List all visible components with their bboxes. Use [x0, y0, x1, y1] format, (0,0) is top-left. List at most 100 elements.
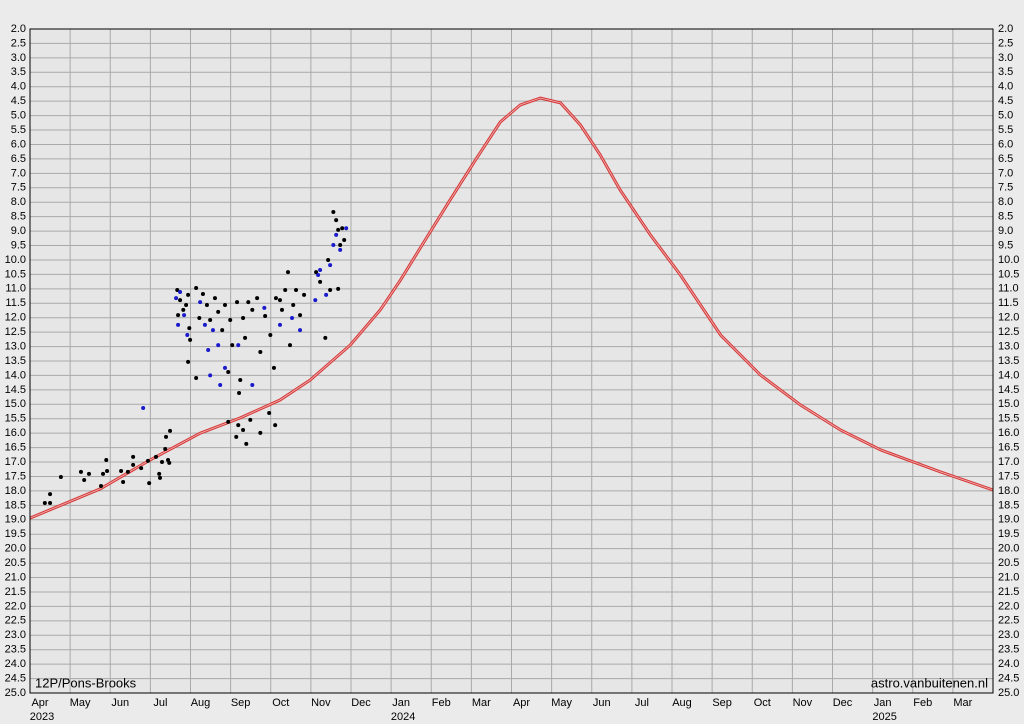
observation: [294, 287, 299, 292]
y-tick-label: 19.0: [5, 514, 26, 526]
y-tick-label-right: 6.5: [998, 153, 1013, 165]
y-tick-label: 14.0: [5, 369, 26, 381]
y-tick-label-right: 2.0: [998, 23, 1013, 35]
observation: [204, 302, 209, 307]
observation: [316, 272, 321, 277]
y-tick-label-right: 24.5: [998, 672, 1019, 684]
observation: [298, 328, 303, 333]
y-tick-label: 25.0: [5, 687, 26, 699]
y-tick-label-right: 11.0: [998, 283, 1019, 295]
x-tick-label: Mar: [472, 697, 491, 709]
y-tick-label: 15.5: [5, 413, 26, 425]
y-tick-label-right: 2.5: [998, 37, 1013, 49]
observation: [176, 313, 181, 318]
observation: [302, 292, 307, 297]
observation: [210, 328, 215, 333]
observation: [250, 307, 255, 312]
observation: [323, 335, 328, 340]
x-tick-label: Aug: [672, 697, 692, 709]
observation: [328, 263, 333, 268]
magnitude-curve-inner: [29, 97, 994, 519]
y-tick-label-right: 21.0: [998, 571, 1019, 583]
y-tick-label: 11.0: [5, 283, 26, 295]
observation: [268, 333, 273, 338]
observation: [331, 242, 336, 247]
observation: [241, 427, 246, 432]
observation: [167, 460, 172, 465]
observation: [290, 315, 295, 320]
y-tick-label-right: 24.0: [998, 658, 1019, 670]
chart-title: 12P/Pons-Brooks: [35, 675, 137, 690]
x-tick-label: Oct: [754, 697, 771, 709]
observation: [255, 296, 260, 301]
y-tick-label: 21.0: [5, 571, 26, 583]
observation: [241, 315, 246, 320]
x-tick-label: Aug: [191, 697, 211, 709]
observation: [279, 307, 284, 312]
y-tick-label: 20.5: [5, 557, 26, 569]
y-tick-label-right: 14.0: [998, 369, 1019, 381]
y-tick-label: 2.0: [11, 23, 26, 35]
y-tick-label: 7.5: [11, 182, 26, 194]
observation: [168, 428, 173, 433]
observation: [160, 460, 165, 465]
y-tick-label-right: 8.0: [998, 196, 1013, 208]
observation: [328, 287, 333, 292]
year-label: 2025: [872, 711, 896, 723]
observation: [277, 322, 282, 327]
observation: [273, 296, 278, 301]
observation: [336, 227, 341, 232]
observation: [139, 466, 144, 471]
observation: [226, 419, 231, 424]
y-tick-label: 4.5: [11, 95, 26, 107]
observation: [163, 447, 168, 452]
y-tick-label: 7.0: [11, 167, 26, 179]
y-tick-label: 18.0: [5, 485, 26, 497]
observation: [243, 335, 248, 340]
observation: [230, 343, 235, 348]
observation: [338, 242, 343, 247]
y-tick-label: 12.5: [5, 326, 26, 338]
observation: [236, 343, 241, 348]
observation: [194, 376, 199, 381]
y-tick-label: 5.5: [11, 124, 26, 136]
observation: [157, 471, 162, 476]
observation: [105, 468, 110, 473]
y-tick-label-right: 23.5: [998, 644, 1019, 656]
observation: [78, 469, 83, 474]
y-tick-label: 8.5: [11, 211, 26, 223]
x-tick-label: May: [551, 697, 572, 709]
observation: [336, 286, 341, 291]
observation: [141, 406, 146, 411]
x-tick-label: Jul: [153, 697, 167, 709]
x-tick-label: Feb: [913, 697, 932, 709]
y-tick-label-right: 20.5: [998, 557, 1019, 569]
observation: [338, 247, 343, 252]
y-tick-label-right: 3.5: [998, 66, 1013, 78]
observation: [202, 322, 207, 327]
observation: [271, 365, 276, 370]
y-tick-label: 6.0: [11, 138, 26, 150]
observation: [216, 309, 221, 314]
observation: [246, 300, 251, 305]
observation: [223, 365, 228, 370]
observation: [158, 475, 163, 480]
x-tick-label: Oct: [272, 697, 289, 709]
y-tick-label-right: 6.0: [998, 138, 1013, 150]
y-tick-label-right: 18.0: [998, 485, 1019, 497]
y-tick-label: 24.5: [5, 672, 26, 684]
observation: [326, 257, 331, 262]
y-tick-label-right: 10.5: [998, 268, 1019, 280]
observation: [101, 471, 106, 476]
y-tick-label-right: 25.0: [998, 687, 1019, 699]
observation: [318, 268, 323, 273]
y-tick-label: 15.0: [5, 398, 26, 410]
x-tick-label: Jun: [593, 697, 611, 709]
observation: [298, 313, 303, 318]
observation: [181, 307, 186, 312]
observation: [238, 378, 243, 383]
observation: [175, 287, 180, 292]
y-tick-label: 20.0: [5, 543, 26, 555]
y-tick-label: 9.5: [11, 239, 26, 251]
